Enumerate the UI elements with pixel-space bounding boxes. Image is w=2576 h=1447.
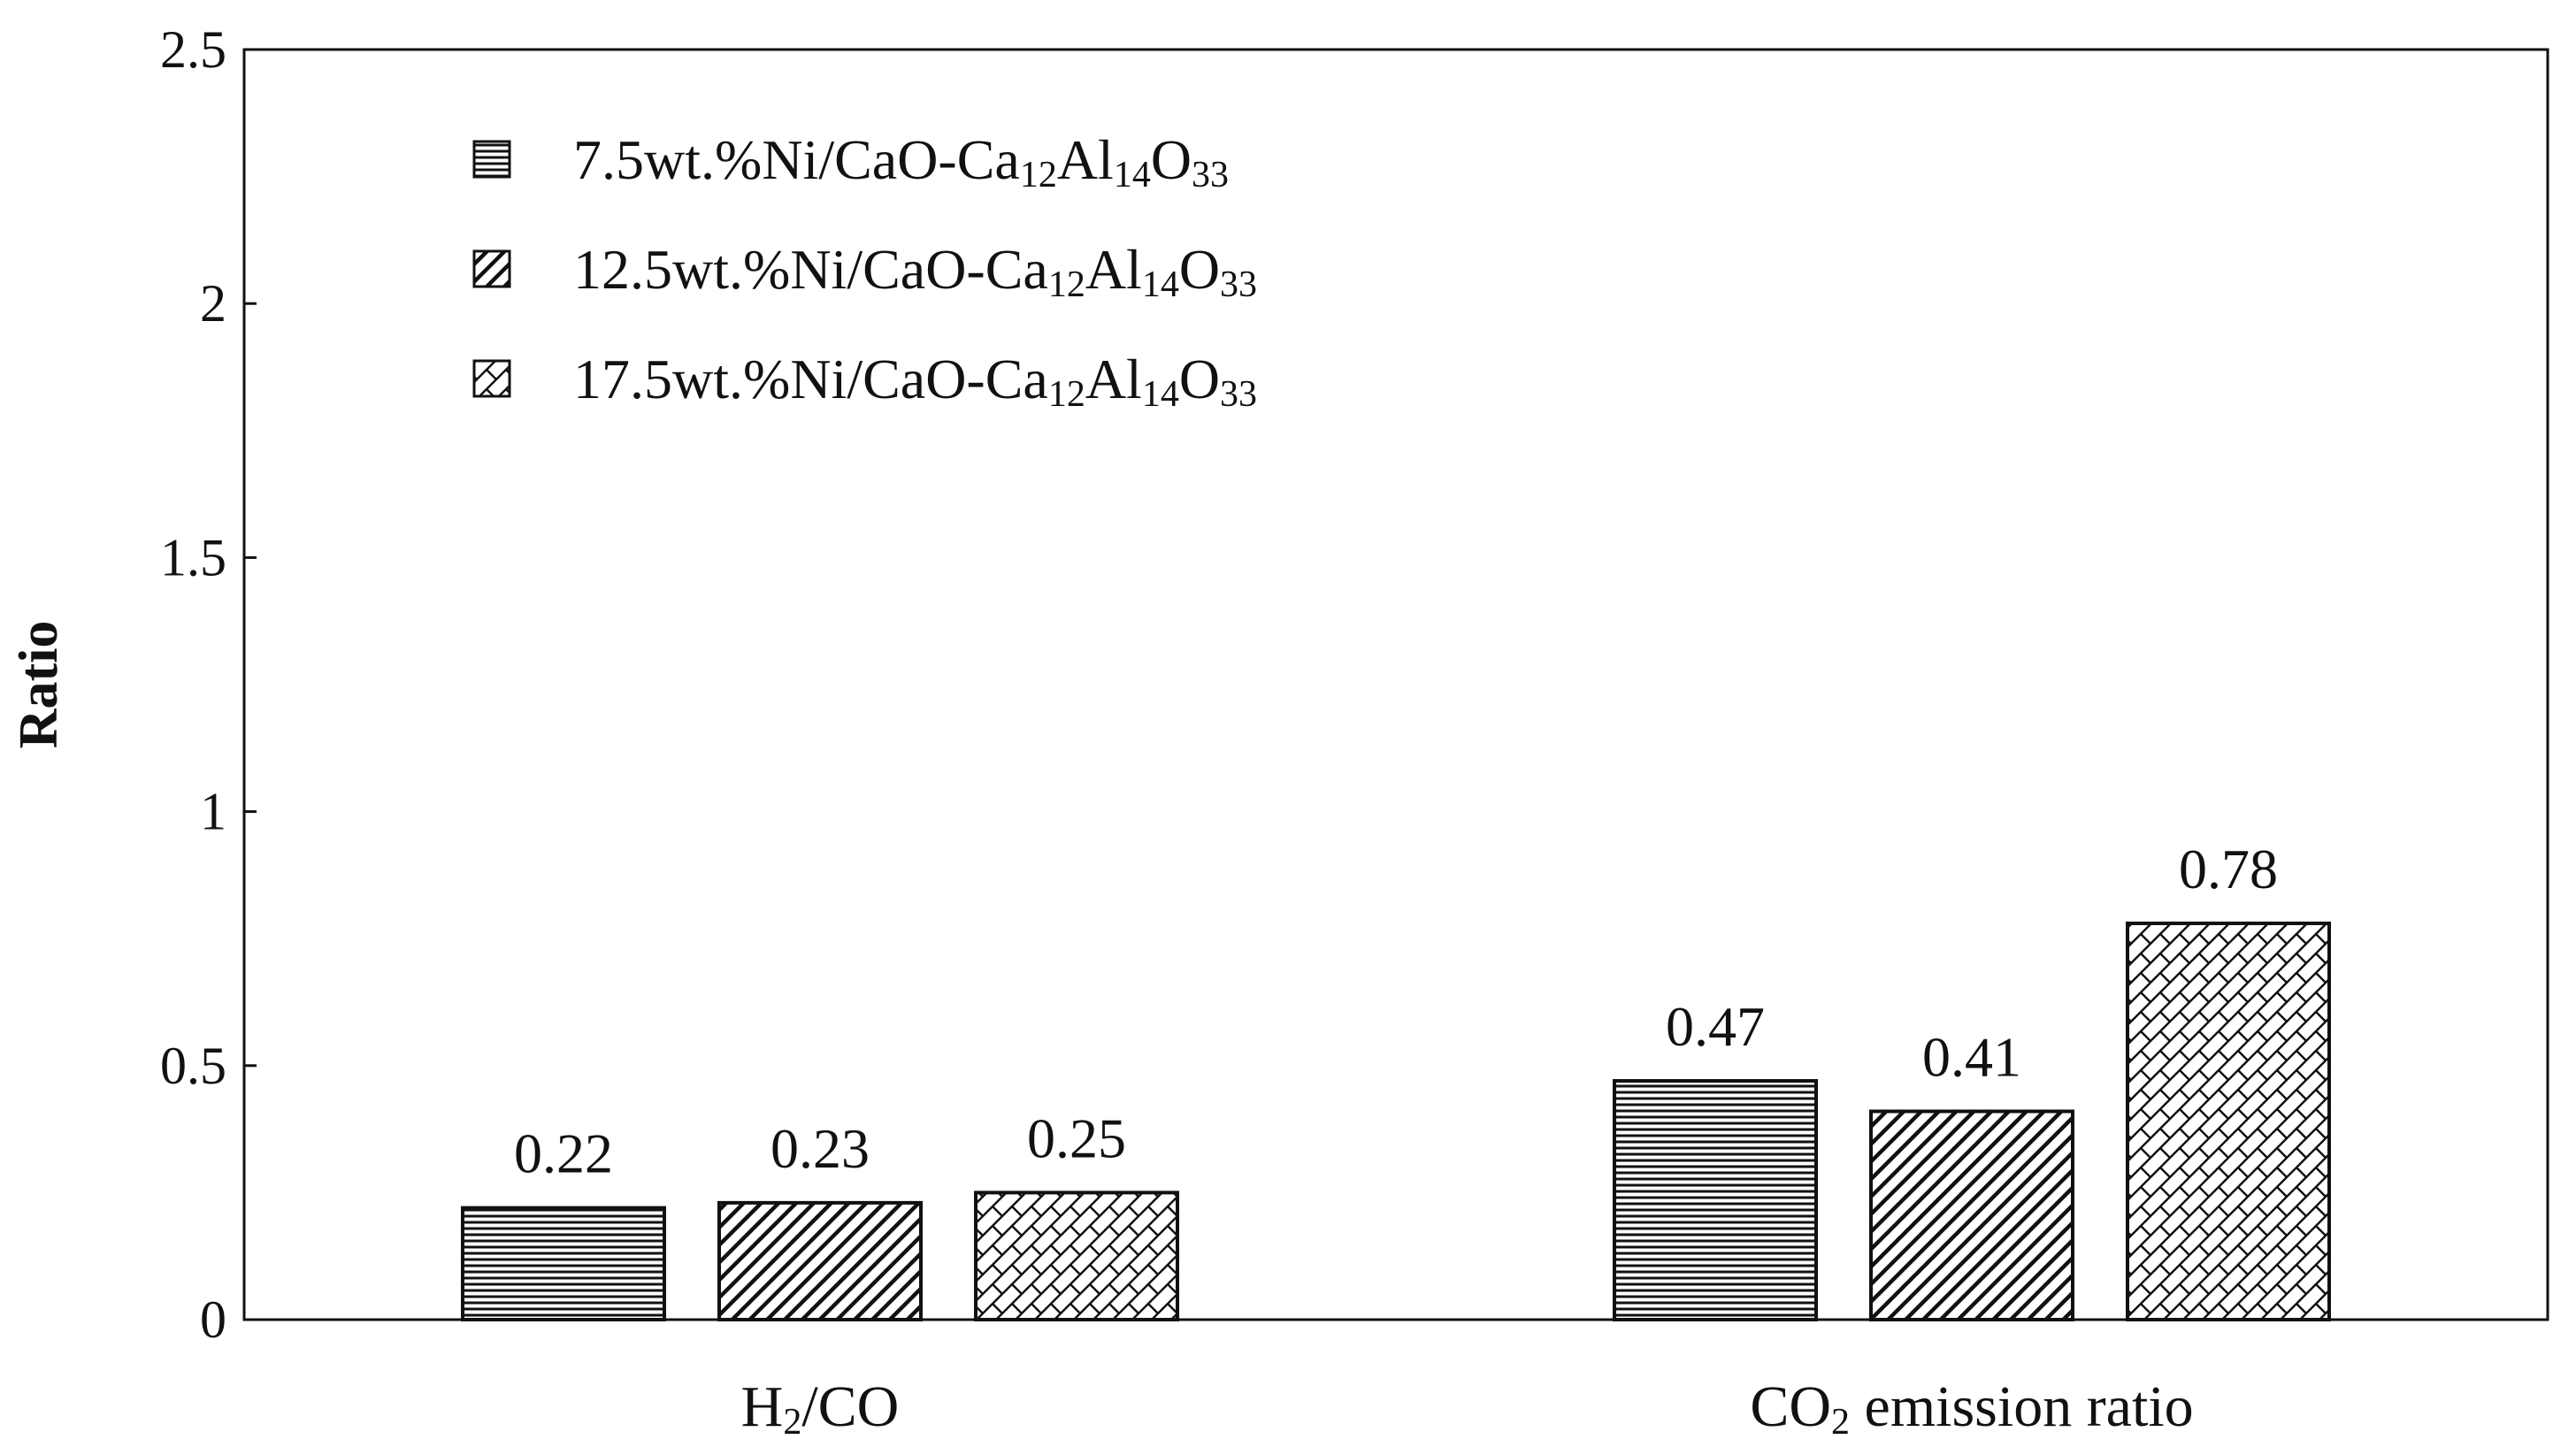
legend-swatch [472, 359, 511, 398]
label-text: O [1179, 348, 1220, 410]
legend-label: 12.5wt.%Ni/CaO-Ca12Al14O33 [573, 238, 1257, 305]
subscript-text: 12 [1048, 264, 1085, 305]
x-category-label: H2/CO [741, 1374, 900, 1443]
bar [717, 1200, 923, 1321]
subscript-text: 14 [1142, 264, 1179, 305]
subscript-text: 12 [1048, 374, 1085, 415]
legend-swatch [472, 140, 511, 179]
bar [974, 1191, 1179, 1322]
label-text: O [1179, 238, 1220, 301]
bar [1869, 1109, 2074, 1321]
subscript-text: 33 [1192, 155, 1229, 195]
legend-label: 17.5wt.%Ni/CaO-Ca12Al14O33 [573, 348, 1257, 415]
label-text: 17.5wt.%Ni/CaO-Ca [573, 348, 1048, 410]
bar [2126, 921, 2331, 1322]
label-text: /CO [801, 1374, 899, 1439]
bar [461, 1206, 666, 1321]
data-label: 0.41 [1922, 1025, 2021, 1088]
label-text: Al [1085, 238, 1142, 301]
label-text: Al [1085, 348, 1142, 410]
subscript-text: 2 [783, 1402, 801, 1443]
subscript-text: 14 [1114, 155, 1151, 195]
plot-frame [242, 48, 2549, 1321]
bar [1613, 1079, 1818, 1321]
x-category-label: CO2 emission ratio [1750, 1374, 2193, 1443]
subscript-text: 33 [1220, 264, 1257, 305]
subscript-text: 12 [1020, 155, 1057, 195]
legend-swatch [472, 249, 511, 288]
label-text: 7.5wt.%Ni/CaO-Ca [573, 128, 1020, 191]
label-text: CO [1750, 1374, 1831, 1439]
y-tick-label: 1 [200, 783, 226, 841]
label-text: emission ratio [1850, 1374, 2194, 1439]
legend-label: 7.5wt.%Ni/CaO-Ca12Al14O33 [573, 128, 1229, 195]
label-text: Al [1057, 128, 1114, 191]
y-tick-label: 0.5 [160, 1037, 226, 1095]
y-tick-label: 0 [200, 1290, 226, 1349]
data-label: 0.47 [1666, 995, 1765, 1058]
y-axis-title: Ratio [9, 621, 69, 749]
label-text: H [741, 1374, 784, 1439]
subscript-text: 2 [1831, 1402, 1850, 1443]
y-tick-label: 2.5 [160, 20, 226, 79]
y-tick-label: 1.5 [160, 528, 226, 586]
subscript-text: 14 [1142, 374, 1179, 415]
subscript-text: 33 [1220, 374, 1257, 415]
data-label: 0.22 [514, 1122, 613, 1185]
data-label: 0.78 [2179, 838, 2278, 900]
label-text: 12.5wt.%Ni/CaO-Ca [573, 238, 1048, 301]
data-label: 0.25 [1027, 1106, 1126, 1169]
data-label: 0.23 [770, 1117, 870, 1180]
label-text: O [1151, 128, 1192, 191]
y-tick-label: 2 [200, 274, 226, 333]
